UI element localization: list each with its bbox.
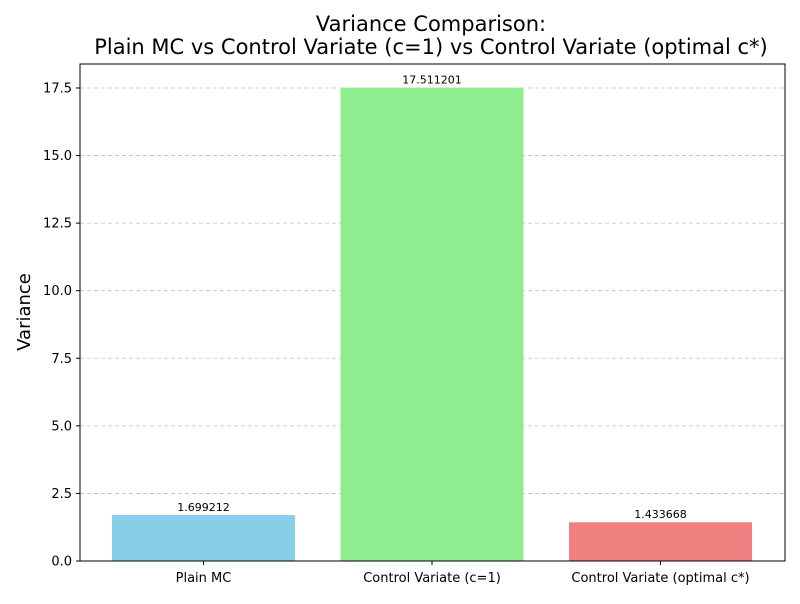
x-tick-label: Control Variate (c=1) <box>363 571 501 586</box>
y-tick-label: 2.5 <box>51 487 72 502</box>
bar <box>112 515 295 561</box>
bar <box>340 87 524 561</box>
y-tick-label: 17.5 <box>43 81 72 96</box>
y-tick-label: 15.0 <box>43 149 72 164</box>
data-labels-layer: 1.699212 17.511201 1.433668 <box>177 74 687 522</box>
ticks-layer: 0.0 2.5 5.0 7.5 10.0 12.5 15.0 17.5 Plain MC Cont… <box>43 81 750 586</box>
bar-value-label: 1.699212 <box>177 501 230 514</box>
y-tick-label: 0.0 <box>51 555 72 570</box>
bar-value-label: 1.433668 <box>634 508 687 521</box>
x-tick-label: Control Variate (optimal c*) <box>571 571 749 586</box>
chart-title-line1: Variance Comparison: <box>316 12 546 36</box>
bar <box>569 522 752 561</box>
bar-value-label: 17.511201 <box>402 74 462 87</box>
y-tick-label: 10.0 <box>43 284 72 299</box>
x-tick-label: Plain MC <box>176 571 232 586</box>
y-axis-label: Variance <box>14 273 35 351</box>
y-tick-label: 7.5 <box>51 352 72 367</box>
bars-layer <box>112 87 752 561</box>
chart-title-line2: Plain MC vs Control Variate (c=1) vs Con… <box>94 35 768 59</box>
y-tick-label: 5.0 <box>51 419 72 434</box>
y-tick-label: 12.5 <box>43 217 72 232</box>
